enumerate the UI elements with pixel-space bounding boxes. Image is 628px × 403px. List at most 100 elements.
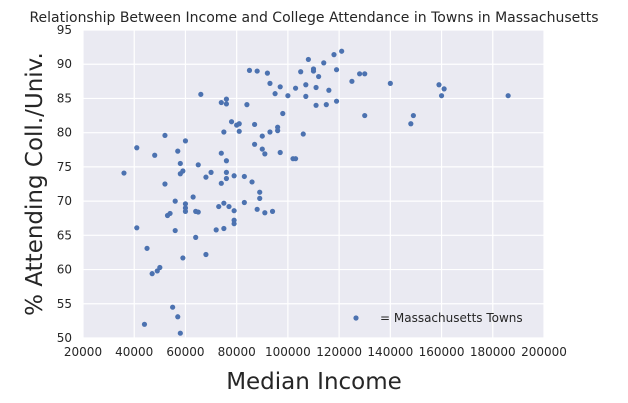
legend: = Massachusetts Towns [353,311,523,325]
legend-label: = Massachusetts Towns [380,311,523,325]
data-point [162,132,168,139]
x-tick-label: 140000 [367,345,413,359]
data-point [441,86,447,92]
data-point [262,151,268,157]
data-point [241,173,247,180]
data-point [257,189,263,195]
data-point [175,148,181,154]
data-point [269,208,276,214]
data-point [292,85,299,91]
data-point [218,99,224,106]
data-point [326,87,332,93]
data-point [292,156,299,162]
data-point [221,200,227,206]
data-point [223,101,230,107]
data-point [121,170,127,176]
x-tick-label: 100000 [265,345,311,359]
data-point [223,96,230,102]
data-point [241,199,247,206]
data-point [175,314,181,320]
data-point [221,129,227,135]
data-point [226,203,232,210]
data-point [254,206,260,212]
y-tick-label: 80 [57,126,72,140]
data-point [272,91,278,97]
data-point [333,67,340,73]
data-point [172,198,178,204]
data-point [236,128,242,134]
y-tick-labels: 50 55 60 65 70 75 80 85 90 95 [57,23,72,345]
data-point [298,69,304,75]
data-point [208,169,214,175]
y-tick-label: 75 [57,160,72,174]
data-point [438,93,445,99]
data-points [121,48,511,336]
data-point [254,68,260,74]
chart-title: Relationship Between Income and College … [29,10,598,26]
x-tick-label: 180000 [470,345,516,359]
data-point [236,121,242,127]
data-point [144,245,150,251]
data-point [203,174,209,180]
x-tick-label: 40000 [115,345,153,359]
data-point [277,84,283,90]
data-point [505,93,511,99]
data-point [190,194,196,200]
y-tick-label: 50 [57,331,72,345]
data-point [231,208,237,214]
data-point [262,210,268,216]
data-point [223,169,230,175]
data-point [141,321,148,327]
data-point [172,227,178,234]
data-point [339,48,345,54]
data-point [180,255,186,261]
data-point [231,221,237,227]
data-point [300,131,306,137]
grid-lines [82,29,545,339]
y-tick-label: 70 [57,194,72,208]
data-point [152,152,158,158]
data-point [277,149,283,156]
plot-background [83,30,544,338]
y-axis-label: % Attending Coll./Univ. [22,52,48,316]
x-tick-label: 200000 [521,345,567,359]
data-point [303,93,309,99]
data-point [251,121,258,128]
data-point [408,121,414,127]
x-tick-label: 120000 [316,345,362,359]
data-point [436,82,442,88]
data-point [244,102,250,108]
data-point [218,150,224,156]
y-tick-label: 95 [57,23,72,37]
data-point [149,271,155,277]
data-point [387,80,393,86]
data-point [182,208,189,214]
data-point [264,70,270,76]
data-point [275,124,281,130]
y-tick-label: 90 [57,57,72,71]
data-point [310,68,317,74]
data-point [321,60,327,66]
data-point [313,84,319,91]
data-point [195,209,201,215]
data-point [249,179,255,185]
data-point [362,112,368,119]
data-point [357,71,363,77]
data-point [349,78,355,84]
data-point [246,67,253,73]
data-point [167,210,173,217]
y-tick-label: 55 [57,297,72,311]
data-point [177,330,183,336]
data-point [180,168,186,174]
data-point [231,173,237,179]
data-point [259,133,265,139]
data-point [221,225,227,232]
data-point [331,52,337,58]
x-tick-label: 160000 [419,345,465,359]
data-point [218,180,224,186]
x-tick-labels: 20000 40000 60000 80000 100000 120000 140000 16… [64,345,567,359]
data-point [323,102,329,108]
x-tick-label: 60000 [166,345,204,359]
data-point [333,98,340,104]
